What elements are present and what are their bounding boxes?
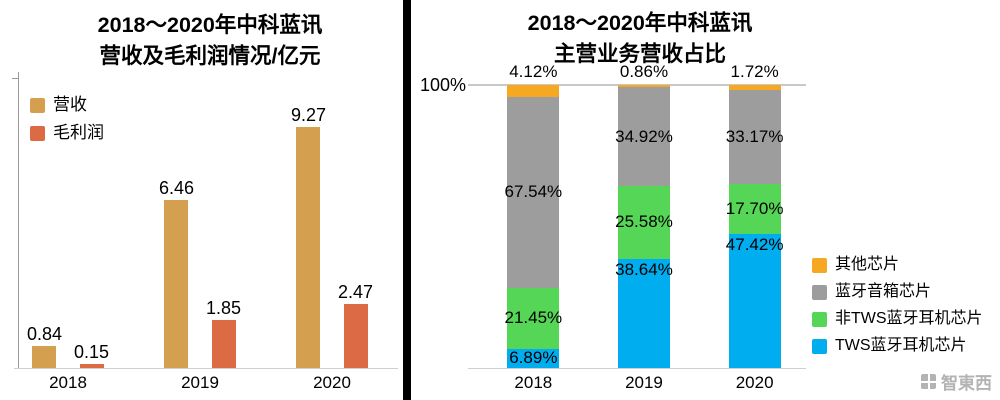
- left-chart-title-line2: 营收及毛利润情况/亿元: [99, 44, 321, 68]
- left-x-axis: 2018 2019 2020: [2, 373, 398, 393]
- legend-swatch: [812, 257, 827, 273]
- bar-营收-2019: [164, 200, 189, 368]
- left-chart-title-line1: 2018～2020年中科蓝讯: [97, 13, 323, 37]
- segment-value-label: 38.64%: [615, 259, 673, 279]
- right-chart-title-line2: 主营业务营收占比: [553, 42, 726, 66]
- segment-非TWS蓝牙耳机芯片-2019: [617, 186, 670, 259]
- segment-value-label: 21.45%: [504, 308, 563, 328]
- bar-group-2019: 6.46 1.85: [159, 177, 241, 368]
- stack-col-2019: 38.64% 25.58% 34.92% 0.86%: [615, 62, 673, 368]
- segment-value-label: 0.86%: [619, 62, 669, 81]
- gridline-100-percent: [468, 84, 806, 86]
- bar-毛利润-2018: [79, 364, 104, 368]
- segment-value-label: 4.12%: [509, 62, 558, 81]
- segment-蓝牙音箱芯片-2018: [507, 96, 560, 288]
- watermark: 智東西: [921, 369, 992, 394]
- segment-TWS蓝牙耳机芯片-2020: [728, 233, 781, 368]
- segment-其他芯片-2018: [507, 85, 560, 97]
- legend-item-营收: 营收: [30, 96, 104, 114]
- segment-TWS蓝牙耳机芯片-2019: [617, 258, 670, 368]
- bar-value-label: 0.84: [26, 324, 62, 345]
- x-label-2020: 2020: [735, 373, 774, 392]
- bar-value-label: 6.46: [158, 178, 194, 199]
- legend-swatch: [812, 284, 827, 300]
- legend-item-TWS蓝牙耳机芯片: TWS蓝牙耳机芯片: [812, 337, 983, 355]
- legend-label: 蓝牙音箱芯片: [835, 283, 932, 300]
- legend-label: 毛利润: [53, 123, 104, 142]
- watermark-logo-icon: [921, 374, 936, 389]
- segment-value-label: 47.42%: [725, 234, 784, 254]
- bar-wrap-营收-2019: 6.46: [159, 177, 194, 368]
- bar-value-label: 2.47: [338, 281, 374, 302]
- left-bars: 0.84 0.15 6.46 1.85 9.27 2.47: [2, 104, 398, 368]
- legend-item-毛利润: 毛利润: [30, 124, 104, 142]
- right-bars: 6.89% 21.45% 67.54% 4.12% 38.64% 25.58% 34.92%…: [478, 62, 810, 368]
- legend-label: 其他芯片: [835, 256, 900, 273]
- bar-毛利润-2020: [343, 303, 368, 368]
- bar-wrap-毛利润-2018: 0.15: [74, 341, 109, 368]
- segment-蓝牙音箱芯片-2019: [617, 87, 670, 187]
- right-chart-title: 2018～2020年中科蓝讯 主营业务营收占比: [460, 8, 820, 70]
- bar-wrap-营收-2018: 0.84: [27, 323, 62, 368]
- right-x-axis-line: [468, 368, 806, 369]
- legend-label: 非TWS蓝牙耳机芯片: [835, 310, 983, 327]
- bar-value-label: 1.85: [206, 297, 242, 318]
- stack-col-2018: 6.89% 21.45% 67.54% 4.12%: [504, 62, 563, 368]
- left-x-axis-line: [14, 368, 398, 369]
- segment-value-label: 67.54%: [504, 182, 563, 202]
- legend-item-非TWS蓝牙耳机芯片: 非TWS蓝牙耳机芯片: [812, 310, 983, 328]
- bar-value-label: 9.27: [290, 104, 326, 125]
- bar-wrap-毛利润-2019: 1.85: [206, 297, 241, 368]
- bar-营收-2020: [296, 126, 321, 368]
- legend-swatch: [30, 97, 45, 113]
- bar-group-2020: 9.27 2.47: [291, 104, 373, 368]
- legend-swatch: [812, 338, 827, 354]
- x-label-2018: 2018: [49, 373, 87, 392]
- left-chart-title: 2018～2020年中科蓝讯 营收及毛利润情况/亿元: [28, 10, 392, 72]
- stack-col-2020: 47.42% 17.70% 33.17% 1.72%: [725, 62, 784, 368]
- watermark-text: 智東西: [941, 374, 992, 393]
- bar-营收-2018: [32, 346, 57, 368]
- x-label-2019: 2019: [625, 373, 663, 392]
- left-y-axis-line: [18, 72, 19, 368]
- segment-其他芯片-2019: [617, 85, 670, 88]
- segment-value-label: 34.92%: [615, 126, 673, 146]
- segment-value-label: 25.58%: [615, 212, 673, 232]
- segment-TWS蓝牙耳机芯片-2018: [507, 348, 560, 368]
- vertical-divider: [403, 0, 411, 400]
- legend-swatch: [812, 311, 827, 327]
- x-label-2019: 2019: [181, 373, 219, 392]
- segment-value-label: 17.70%: [725, 198, 784, 218]
- x-label-2018: 2018: [514, 373, 553, 392]
- segment-蓝牙音箱芯片-2020: [728, 89, 781, 184]
- segment-其他芯片-2020: [728, 84, 781, 90]
- legend-label: TWS蓝牙耳机芯片: [835, 337, 967, 354]
- right-chart-title-line1: 2018～2020年中科蓝讯: [527, 11, 753, 35]
- segment-value-label: 33.17%: [725, 126, 784, 146]
- legend-label: 营收: [53, 95, 87, 114]
- right-legend: 其他芯片蓝牙音箱芯片非TWS蓝牙耳机芯片 TWS蓝牙耳机芯片: [812, 256, 983, 364]
- legend-item-其他芯片: 其他芯片: [812, 256, 983, 274]
- legend-item-蓝牙音箱芯片: 蓝牙音箱芯片: [812, 283, 983, 301]
- bar-group-2018: 0.84 0.15: [27, 323, 109, 368]
- segment-value-label: 1.72%: [730, 61, 779, 81]
- bar-wrap-毛利润-2020: 2.47: [338, 281, 373, 368]
- segment-非TWS蓝牙耳机芯片-2020: [728, 183, 781, 234]
- segment-非TWS蓝牙耳机芯片-2018: [507, 287, 560, 349]
- bar-value-label: 0.15: [74, 342, 110, 363]
- legend-swatch: [30, 125, 45, 141]
- y-axis-100-label: 100%: [419, 75, 466, 95]
- bar-wrap-营收-2020: 9.27: [291, 104, 326, 368]
- bar-毛利润-2019: [211, 319, 236, 368]
- x-label-2020: 2020: [313, 373, 351, 392]
- right-x-axis: 2018 2019 2020: [478, 373, 810, 393]
- left-legend: 营收 毛利润: [30, 96, 104, 152]
- left-y-axis-tick: [12, 78, 18, 79]
- segment-value-label: 6.89%: [509, 348, 558, 367]
